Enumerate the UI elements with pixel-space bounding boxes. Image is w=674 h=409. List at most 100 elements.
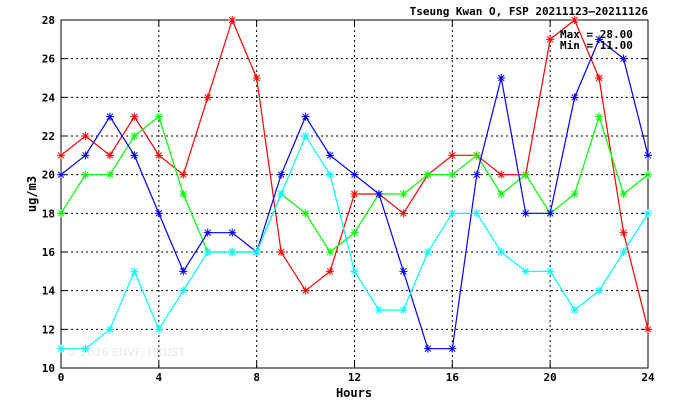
data-point-marker xyxy=(350,267,359,276)
x-tick-label: 12 xyxy=(348,371,361,384)
data-point-marker xyxy=(277,248,286,256)
data-point-marker xyxy=(570,16,579,24)
data-point-marker xyxy=(448,151,457,160)
data-point-marker xyxy=(301,209,310,218)
data-point-marker xyxy=(595,286,604,295)
min-annotation: Min = 11.00 xyxy=(560,39,633,52)
data-point-marker xyxy=(472,151,481,160)
y-tick-label: 18 xyxy=(42,207,55,220)
data-point-marker xyxy=(448,170,457,179)
data-point-marker xyxy=(326,151,335,160)
data-point-marker xyxy=(472,170,481,179)
y-axis-ticks: 10 12 14 16 18 20 22 24 26 28 xyxy=(42,14,648,375)
data-point-marker xyxy=(179,286,188,295)
data-point-marker xyxy=(570,93,579,102)
data-point-marker xyxy=(497,190,506,198)
data-point-marker xyxy=(619,228,628,237)
data-point-marker xyxy=(326,248,335,256)
data-point-marker xyxy=(57,151,65,160)
data-point-marker xyxy=(448,344,457,353)
data-point-marker xyxy=(644,325,652,334)
y-tick-label: 20 xyxy=(42,169,55,182)
data-point-marker xyxy=(521,267,530,276)
data-point-marker xyxy=(350,228,359,237)
max-annotation: Max = 28.00 xyxy=(560,28,633,41)
data-point-marker xyxy=(57,209,65,218)
data-point-marker xyxy=(497,248,506,256)
data-point-marker xyxy=(423,248,432,256)
x-tick-label: 8 xyxy=(253,371,260,384)
data-point-marker xyxy=(619,248,628,256)
data-point-marker xyxy=(179,267,188,276)
data-point-marker xyxy=(154,112,163,121)
data-point-marker xyxy=(595,112,604,121)
data-point-marker xyxy=(374,306,383,314)
data-point-marker xyxy=(105,151,114,160)
data-point-marker xyxy=(570,190,579,198)
data-point-marker xyxy=(399,267,408,276)
data-point-marker xyxy=(399,190,408,198)
data-point-marker xyxy=(154,209,163,218)
x-tick-label: 24 xyxy=(641,371,655,384)
data-point-marker xyxy=(105,112,114,121)
data-point-marker xyxy=(154,325,163,334)
data-point-marker xyxy=(203,228,212,237)
data-point-marker xyxy=(521,209,530,218)
data-point-marker xyxy=(350,170,359,179)
chart-title: Tseung Kwan O, FSP 20211123–20211126 xyxy=(410,5,649,18)
data-point-marker xyxy=(644,151,652,160)
data-point-marker xyxy=(546,267,555,276)
data-point-marker xyxy=(497,170,506,179)
data-point-marker xyxy=(228,248,237,256)
data-point-marker xyxy=(252,74,261,82)
data-point-marker xyxy=(350,190,359,198)
y-axis-label: ug/m3 xyxy=(25,176,39,212)
x-tick-label: 4 xyxy=(156,371,163,384)
data-point-marker xyxy=(130,151,139,160)
x-axis-label: Hours xyxy=(336,386,372,400)
data-point-marker xyxy=(228,16,237,24)
data-point-marker xyxy=(326,170,335,179)
y-tick-label: 28 xyxy=(42,14,55,27)
series-lines xyxy=(57,16,652,353)
watermark-text: © 2026 ENVF, HKUST xyxy=(66,346,185,359)
data-point-marker xyxy=(399,209,408,218)
y-tick-label: 10 xyxy=(42,362,55,375)
data-point-marker xyxy=(644,209,652,218)
y-tick-label: 14 xyxy=(42,285,56,298)
x-tick-label: 16 xyxy=(446,371,460,384)
grid-lines xyxy=(61,20,648,368)
data-point-marker xyxy=(130,267,139,276)
data-point-marker xyxy=(81,170,90,179)
series-1 xyxy=(57,16,652,334)
data-point-marker xyxy=(81,151,90,160)
data-point-marker xyxy=(301,132,310,140)
data-point-marker xyxy=(595,74,604,82)
series-3 xyxy=(57,35,652,353)
y-tick-label: 26 xyxy=(42,53,56,66)
data-point-marker xyxy=(154,151,163,160)
data-point-marker xyxy=(326,267,335,276)
data-point-marker xyxy=(497,74,506,82)
data-point-marker xyxy=(81,344,90,353)
y-tick-label: 24 xyxy=(42,91,56,104)
series-4 xyxy=(57,132,652,353)
data-point-marker xyxy=(301,112,310,121)
data-point-marker xyxy=(619,190,628,198)
data-point-marker xyxy=(203,93,212,102)
x-tick-label: 20 xyxy=(544,371,557,384)
data-point-marker xyxy=(546,35,555,44)
data-point-marker xyxy=(301,286,310,295)
data-point-marker xyxy=(374,190,383,198)
data-point-marker xyxy=(105,325,114,334)
data-point-marker xyxy=(521,170,530,179)
data-point-marker xyxy=(423,170,432,179)
data-point-marker xyxy=(57,170,65,179)
y-tick-label: 16 xyxy=(42,246,56,259)
y-tick-label: 12 xyxy=(42,323,55,336)
data-point-marker xyxy=(570,306,579,314)
data-point-marker xyxy=(57,344,65,353)
data-point-marker xyxy=(546,209,555,218)
data-point-marker xyxy=(423,344,432,353)
